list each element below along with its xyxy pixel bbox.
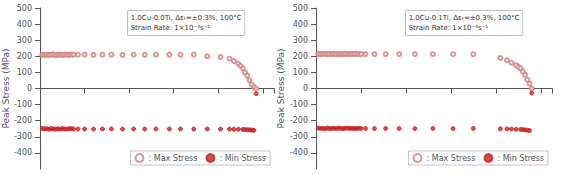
svg-text:Strain Rate: 1×10⁻³s⁻¹: Strain Rate: 1×10⁻³s⁻¹ xyxy=(131,24,211,32)
svg-text:300: 300 xyxy=(17,36,32,45)
svg-text:100: 100 xyxy=(17,68,32,77)
svg-text:Strain Rate: 1×10⁻³s⁻¹: Strain Rate: 1×10⁻³s⁻¹ xyxy=(409,24,489,32)
svg-text:-300: -300 xyxy=(14,132,32,141)
svg-text:-200: -200 xyxy=(14,116,32,125)
svg-text:-100: -100 xyxy=(14,100,32,109)
svg-text:-100: -100 xyxy=(290,100,308,109)
svg-text:: Min Stress: : Min Stress xyxy=(497,154,544,163)
svg-text:200: 200 xyxy=(17,52,32,61)
svg-text:0: 0 xyxy=(303,84,308,93)
svg-text:-300: -300 xyxy=(290,132,308,141)
svg-text:-400: -400 xyxy=(290,148,308,157)
svg-text:400: 400 xyxy=(17,20,32,29)
svg-text:: Max Stress: : Max Stress xyxy=(427,154,476,163)
svg-text:1.0Cu-0.1Ti, Δεₜ=±0.3%, 100°C: 1.0Cu-0.1Ti, Δεₜ=±0.3%, 100°C xyxy=(409,14,520,22)
svg-text:-200: -200 xyxy=(290,116,308,125)
svg-text:500: 500 xyxy=(293,4,308,13)
svg-text:Peak Stress (MPa): Peak Stress (MPa) xyxy=(1,48,11,128)
svg-text:300: 300 xyxy=(293,36,308,45)
svg-text:: Min Stress: : Min Stress xyxy=(219,154,266,163)
svg-text:100: 100 xyxy=(293,68,308,77)
svg-text:200: 200 xyxy=(293,52,308,61)
svg-text:500: 500 xyxy=(17,4,32,13)
svg-text:0: 0 xyxy=(27,84,32,93)
svg-text:400: 400 xyxy=(293,20,308,29)
svg-text:1.0Cu-0.0Ti, Δεₜ=±0.3%, 100°C: 1.0Cu-0.0Ti, Δεₜ=±0.3%, 100°C xyxy=(131,14,242,22)
svg-text:-400: -400 xyxy=(14,148,32,157)
svg-text:Peak Stress (MPa): Peak Stress (MPa) xyxy=(276,48,286,128)
svg-text:: Max Stress: : Max Stress xyxy=(149,154,198,163)
